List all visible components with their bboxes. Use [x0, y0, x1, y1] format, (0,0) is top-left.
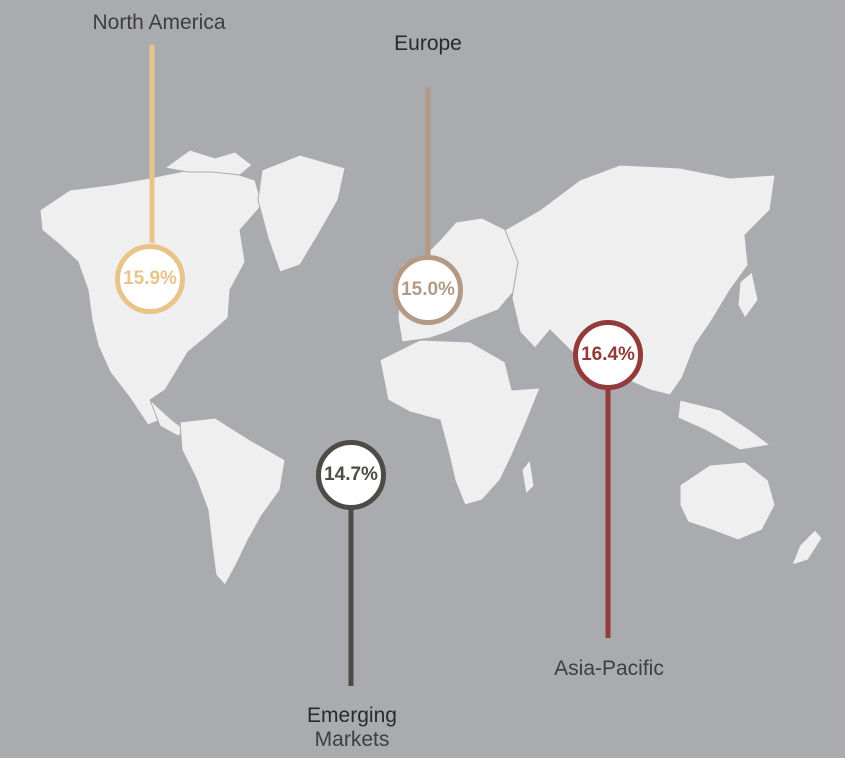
- asia-pacific-value: 16.4%: [581, 344, 635, 365]
- asia-pacific-stem: [605, 388, 611, 638]
- south-america-landmass: [179, 417, 286, 586]
- emerging-markets-label-line2: Markets: [314, 728, 390, 751]
- europe-value: 15.0%: [401, 279, 455, 300]
- emerging-markets-bubble: 14.7%: [316, 440, 386, 510]
- europe-label: Europe: [394, 32, 462, 55]
- emerging-markets-label-line1: Emerging: [307, 704, 397, 727]
- asia-landmass: [504, 164, 776, 396]
- southeast-asia-islands: [677, 399, 772, 451]
- emerging-markets-stem: [348, 508, 354, 686]
- asia-pacific-bubble: 16.4%: [573, 320, 643, 390]
- north-america-value: 15.9%: [123, 268, 177, 289]
- north-america-bubble: 15.9%: [115, 244, 185, 314]
- madagascar: [521, 458, 535, 496]
- greenland: [257, 154, 346, 273]
- asia-pacific-label: Asia-Pacific: [554, 657, 664, 680]
- japan: [737, 271, 759, 319]
- emerging-markets-label: Emerging Markets: [307, 704, 397, 752]
- europe-stem: [425, 87, 431, 255]
- canadian-islands: [163, 149, 253, 176]
- new-zealand: [791, 529, 823, 566]
- north-america-label: North America: [92, 11, 226, 34]
- africa-landmass: [379, 339, 541, 506]
- australia: [679, 461, 776, 541]
- europe-bubble: 15.0%: [393, 255, 463, 325]
- north-america-stem: [149, 45, 155, 243]
- emerging-markets-value: 14.7%: [324, 464, 378, 485]
